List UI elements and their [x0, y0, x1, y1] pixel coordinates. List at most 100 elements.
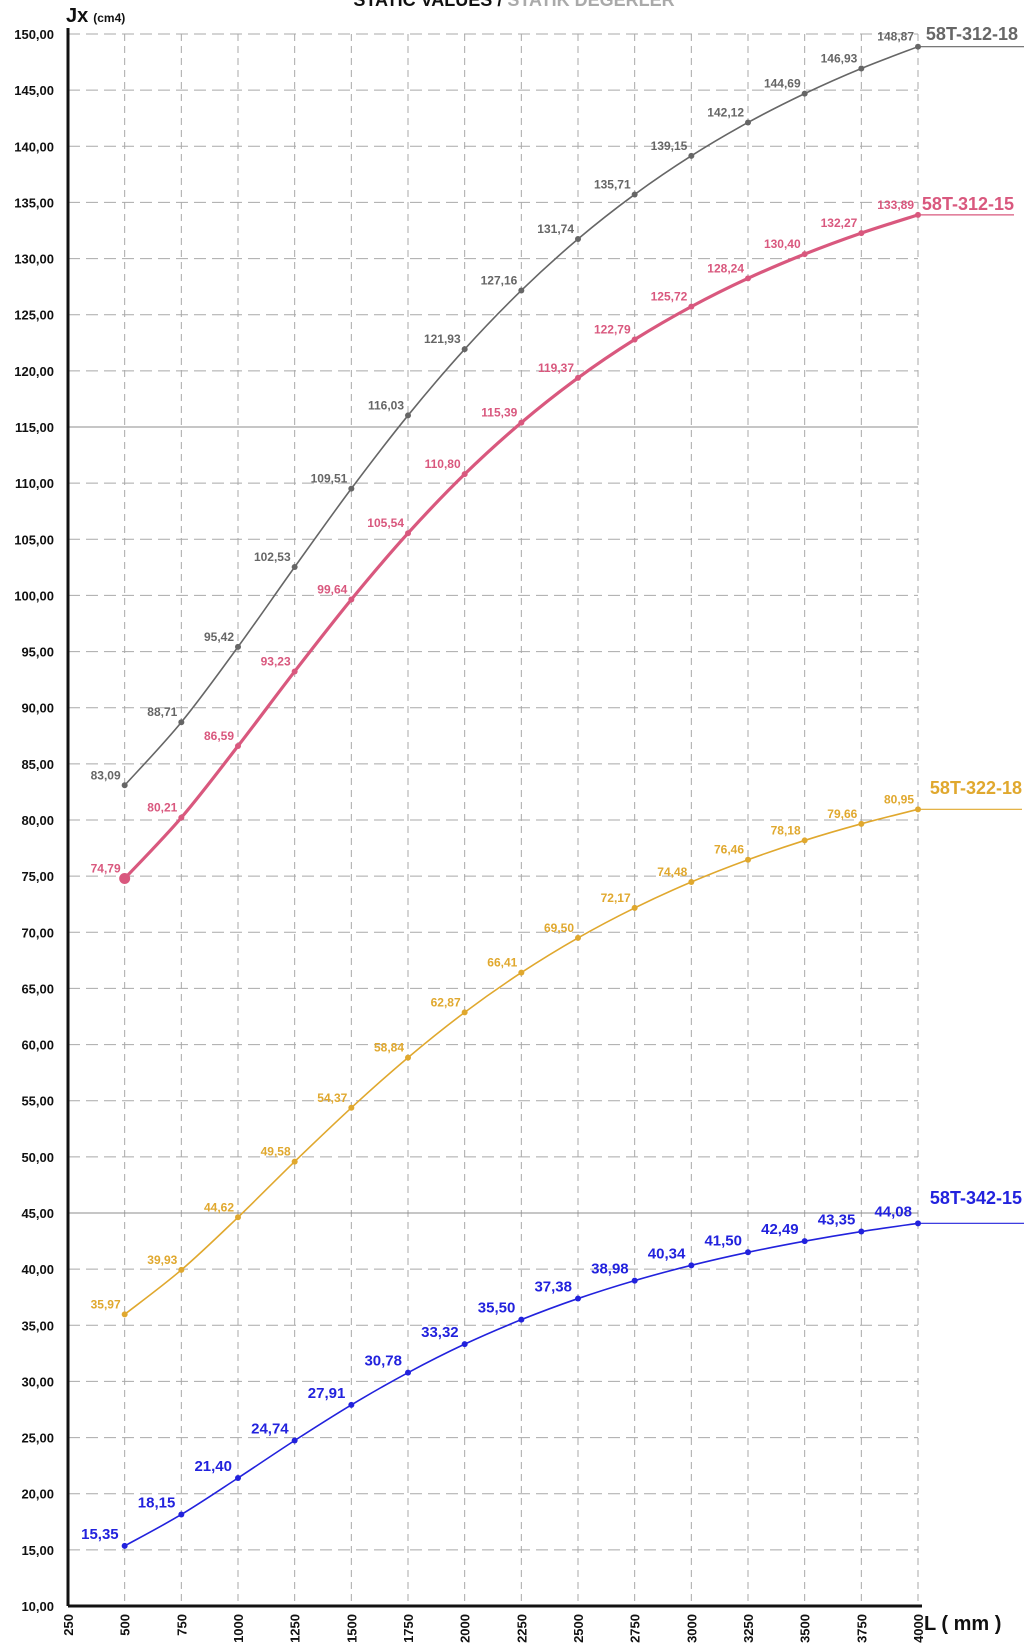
data-point	[291, 1158, 298, 1165]
y-tick-label: 140,00	[14, 139, 54, 154]
data-point	[405, 1054, 411, 1061]
data-label: 148,87	[877, 30, 914, 44]
chart-title: STATIC VALUES / STATİK DEĞERLER	[353, 0, 674, 10]
data-label: 139,15	[651, 139, 688, 153]
data-point	[178, 1511, 185, 1518]
data-label: 58,84	[374, 1041, 404, 1055]
y-tick-label: 130,00	[14, 252, 54, 267]
data-label: 40,34	[648, 1245, 686, 1262]
series-line	[124, 45, 919, 786]
data-point	[858, 65, 865, 72]
data-label: 109,51	[311, 472, 348, 486]
data-label: 74,48	[657, 865, 687, 879]
series-line	[123, 213, 919, 880]
y-tick-label: 75,00	[21, 869, 54, 884]
x-tick-label: 4000	[911, 1614, 926, 1643]
y-tick-label: 45,00	[21, 1206, 54, 1221]
data-point	[178, 1266, 185, 1273]
x-tick-label: 3750	[854, 1614, 869, 1643]
data-label: 37,38	[534, 1279, 572, 1296]
data-point	[688, 303, 695, 310]
y-tick-label: 100,00	[14, 588, 54, 603]
data-label: 35,97	[91, 1297, 121, 1311]
data-point	[915, 806, 921, 813]
data-point	[348, 596, 355, 603]
y-tick-label: 135,00	[14, 195, 54, 210]
data-point	[801, 251, 808, 258]
x-axis-label: L ( mm )	[924, 1613, 1001, 1635]
data-label: 121,93	[424, 332, 461, 346]
data-point	[235, 1474, 241, 1481]
data-point	[575, 374, 581, 381]
x-tick-label: 3250	[741, 1614, 756, 1643]
data-label: 86,59	[204, 729, 234, 743]
y-tick-label: 60,00	[21, 1038, 54, 1053]
chart-title-text: STATIC VALUES / STATİK DEĞERLER	[353, 0, 674, 10]
data-point	[119, 873, 131, 885]
x-tick-label: 3000	[684, 1614, 699, 1643]
x-tick-label: 750	[174, 1614, 189, 1636]
data-label: 49,58	[261, 1145, 291, 1159]
data-point	[745, 275, 751, 282]
data-point	[745, 856, 751, 863]
series-58T-322-18: 35,97 39,93 44,62 49,58 54,37 58,84 62,87 66,41…	[91, 778, 1022, 1318]
data-point	[348, 485, 355, 492]
data-label: 116,03	[368, 398, 404, 412]
data-label: 69,50	[544, 921, 574, 935]
grid	[68, 33, 919, 1606]
data-point	[915, 211, 921, 218]
y-tick-label: 55,00	[21, 1094, 54, 1109]
y-tick-label: 20,00	[21, 1487, 54, 1502]
data-point	[348, 1401, 355, 1408]
y-tick-label: 15,00	[21, 1543, 54, 1558]
data-label: 38,98	[591, 1261, 629, 1278]
x-tick-label: 3500	[798, 1614, 813, 1643]
y-tick-label: 65,00	[21, 981, 54, 996]
data-label: 44,62	[204, 1200, 234, 1214]
data-point	[235, 1214, 241, 1221]
x-tick-label: 1750	[401, 1614, 416, 1643]
data-point	[461, 1009, 468, 1016]
data-label: 144,69	[764, 77, 801, 91]
y-tick-label: 85,00	[21, 757, 54, 772]
data-point	[688, 878, 695, 885]
data-point	[575, 236, 581, 243]
data-point	[121, 1311, 128, 1318]
data-label: 74,79	[91, 862, 121, 876]
data-label: 146,93	[821, 51, 858, 65]
y-tick-label: 50,00	[21, 1150, 54, 1165]
x-tick-labels: 250 500 750 1000 1250 1500 1750 2000 2250 2500 275…	[61, 1614, 926, 1643]
data-label: 128,24	[707, 261, 744, 275]
data-point	[178, 719, 185, 726]
data-label: 62,87	[431, 995, 461, 1009]
data-label: 135,71	[594, 177, 631, 191]
data-point	[575, 1295, 581, 1302]
axes	[66, 28, 922, 1608]
data-label: 127,16	[481, 273, 518, 287]
data-point	[575, 934, 581, 941]
y-tick-label: 40,00	[21, 1262, 54, 1277]
data-point	[801, 90, 808, 97]
data-point	[745, 1249, 751, 1256]
data-point	[518, 419, 525, 426]
data-point	[801, 1238, 808, 1245]
data-point	[801, 837, 808, 844]
data-label: 80,95	[884, 792, 914, 806]
x-tick-label: 250	[61, 1614, 76, 1636]
y-tick-label: 70,00	[21, 925, 54, 940]
data-point	[121, 782, 128, 789]
title-part-en: STATIC VALUES /	[353, 0, 507, 10]
y-tick-label: 150,00	[14, 27, 54, 42]
data-label: 105,54	[367, 516, 404, 530]
data-label: 115,39	[481, 406, 517, 420]
y-tick-label: 105,00	[14, 532, 54, 547]
x-tick-label: 1500	[344, 1614, 359, 1643]
data-point	[291, 564, 298, 571]
data-label: 125,72	[651, 290, 688, 304]
x-tick-label: 500	[118, 1614, 133, 1636]
data-label: 95,42	[204, 630, 234, 644]
x-tick-label: 2000	[458, 1614, 473, 1643]
title-part-tr: STATİK DEĞERLER	[507, 0, 674, 10]
data-point	[915, 1220, 921, 1227]
data-label: 130,40	[764, 237, 801, 251]
